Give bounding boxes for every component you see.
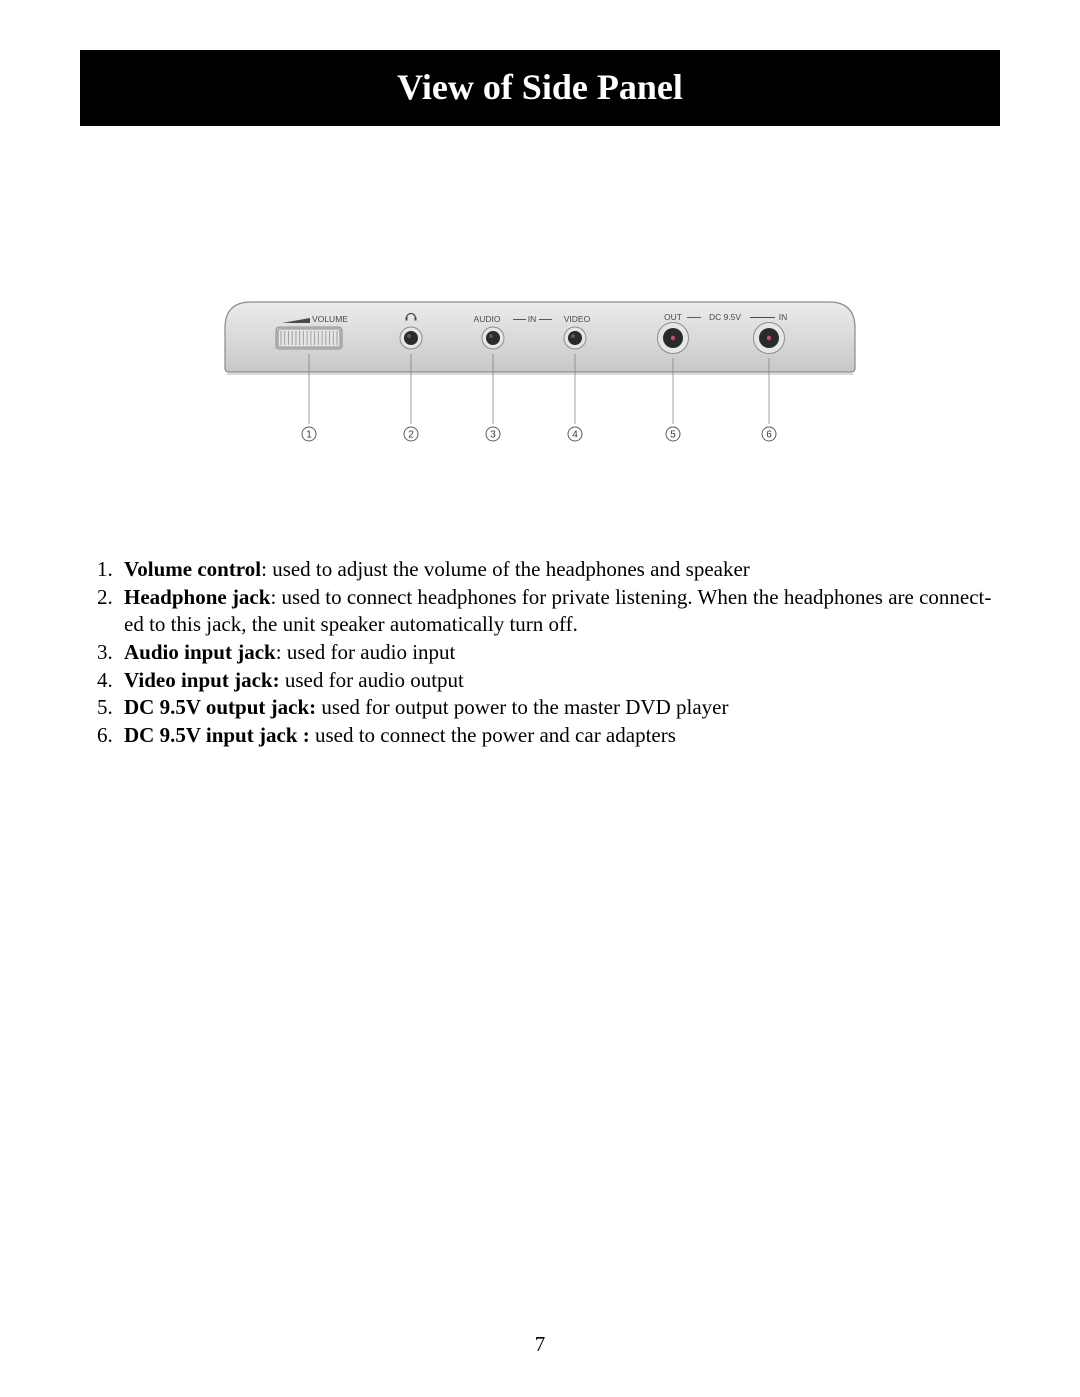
svg-text:VIDEO: VIDEO — [564, 314, 591, 324]
description-sep: : — [276, 640, 287, 664]
description-sep: : — [261, 557, 272, 581]
description-term: DC 9.5V output jack: — [124, 695, 316, 719]
description-text: used to adjust the volume of the headpho… — [272, 557, 750, 581]
description-term: Video input jack: — [124, 668, 280, 692]
svg-text:3: 3 — [490, 430, 496, 441]
description-list: Volume control: used to adjust the volum… — [80, 556, 1000, 749]
description-item: Headphone jack: used to connect headphon… — [118, 584, 1000, 638]
svg-text:4: 4 — [572, 430, 578, 441]
svg-text:IN: IN — [779, 312, 788, 322]
description-item: DC 9.5V output jack: used for output pow… — [118, 694, 1000, 721]
description-item: Video input jack: used for audio output — [118, 667, 1000, 694]
svg-text:VOLUME: VOLUME — [312, 314, 348, 324]
svg-text:DC 9.5V: DC 9.5V — [709, 312, 741, 322]
description-text: used for output power to the master DVD … — [321, 695, 728, 719]
description-term: DC 9.5V input jack : — [124, 723, 310, 747]
svg-text:IN: IN — [528, 314, 537, 324]
description-term: Audio input jack — [124, 640, 276, 664]
svg-text:2: 2 — [408, 430, 414, 441]
description-term: Volume control — [124, 557, 261, 581]
svg-text:OUT: OUT — [664, 312, 682, 322]
description-sep: : — [270, 585, 281, 609]
description-text: used to connect the power and car adapte… — [315, 723, 676, 747]
description-item: DC 9.5V input jack : used to connect the… — [118, 722, 1000, 749]
svg-text:1: 1 — [306, 430, 312, 441]
description-text: used for audio output — [285, 668, 464, 692]
description-item: Volume control: used to adjust the volum… — [118, 556, 1000, 583]
page-title: View of Side Panel — [80, 50, 1000, 126]
description-text: used for audio input — [287, 640, 456, 664]
svg-text:6: 6 — [766, 430, 772, 441]
side-panel-diagram: VOLUME AUDIO IN VIDEO OUT DC 9.5V IN 1 2 3 4 5 6 — [80, 296, 1000, 446]
svg-text:5: 5 — [670, 430, 676, 441]
side-panel-svg: VOLUME AUDIO IN VIDEO OUT DC 9.5V IN 1 2 3 4 5 6 — [215, 296, 865, 446]
description-item: Audio input jack: used for audio input — [118, 639, 1000, 666]
description-term: Headphone jack — [124, 585, 270, 609]
svg-text:AUDIO: AUDIO — [474, 314, 501, 324]
page-number: 7 — [0, 1332, 1080, 1357]
